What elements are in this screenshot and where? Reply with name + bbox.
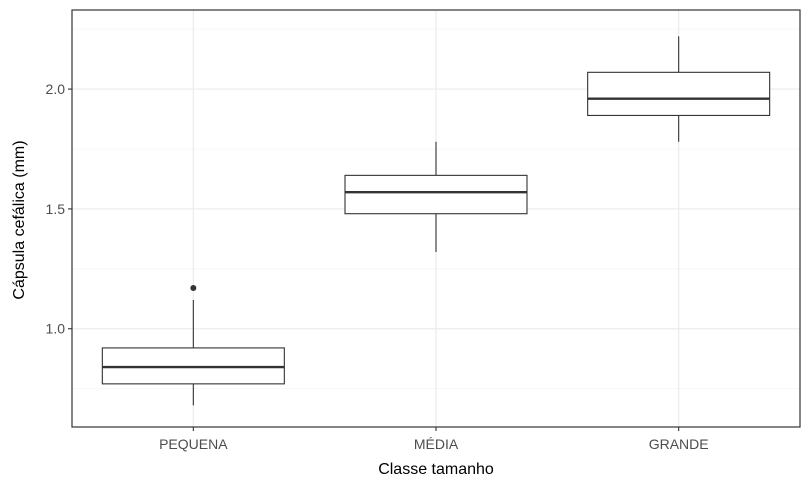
boxes [101, 36, 771, 406]
x-tick-label: MÉDIA [414, 436, 459, 452]
y-tick-label: 2.0 [46, 81, 66, 97]
y-tick-label: 1.5 [46, 201, 66, 217]
y-tick-label: 1.0 [46, 321, 66, 337]
box-iqr [344, 174, 528, 215]
x-axis-title: Classe tamanho [378, 461, 494, 478]
x-tick-label: PEQUENA [159, 436, 228, 452]
outlier-point [190, 285, 197, 291]
box-iqr [587, 71, 771, 116]
axes: 1.0 1.5 2.0 PEQUENA MÉDIA GRANDE [46, 9, 801, 452]
y-axis-title: Cápsula cefálica (mm) [11, 140, 28, 299]
box-pequena [101, 285, 285, 406]
box-média [344, 141, 528, 253]
x-tick-label: GRANDE [649, 436, 709, 452]
box-grande [587, 36, 771, 142]
